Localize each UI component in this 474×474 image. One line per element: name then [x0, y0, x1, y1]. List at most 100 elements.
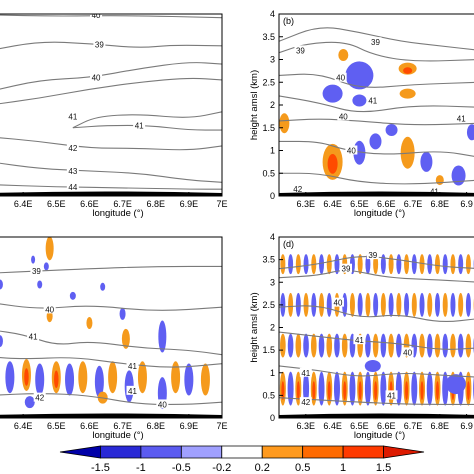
anomaly-cell — [388, 333, 394, 358]
contour-label: 41 — [29, 333, 38, 342]
contour-label: 39 — [371, 38, 380, 47]
contour-line — [0, 77, 222, 105]
anomaly-cell — [326, 292, 332, 317]
anomaly-cell — [411, 292, 417, 317]
contour-label: 40 — [92, 74, 101, 83]
contour-label-bg — [294, 45, 307, 55]
anomaly-cell — [419, 333, 425, 358]
contour-label: 39 — [342, 265, 351, 274]
anomaly-cell — [45, 237, 54, 261]
y-tick-label-d: 2.5 — [262, 300, 275, 310]
contour-label-bg — [340, 263, 352, 273]
contour-label-bg — [66, 181, 79, 191]
anomaly-cell — [442, 292, 448, 317]
contour-line — [279, 95, 474, 113]
anomaly-cell — [303, 371, 310, 406]
y-tick-label-b: 1.5 — [262, 123, 275, 133]
colorbar-segment — [302, 445, 344, 459]
contour-label-bg — [66, 143, 79, 153]
contour-label-bg — [455, 113, 468, 123]
contour-label: 42 — [68, 144, 77, 153]
contour-label: 41 — [301, 369, 310, 378]
x-tick-label-d: 6.3E — [297, 421, 316, 431]
contour-label-bg — [385, 390, 398, 400]
anomaly-cell — [352, 94, 367, 107]
anomaly-cell — [385, 124, 398, 137]
x-tick-label-c: 6.6E — [80, 421, 99, 431]
anomaly-cell-core — [281, 381, 285, 400]
contour-line — [0, 41, 222, 50]
anomaly-cell — [373, 292, 379, 317]
contour-line — [279, 397, 474, 405]
y-tick-label-d: 0 — [270, 413, 275, 423]
contour-label-bg — [133, 120, 146, 130]
x-tick-label-b: 6.9 — [460, 199, 473, 209]
anomaly-cell — [326, 254, 332, 275]
plot-area-d: 39 39 40 41 40 41 42 41 — [279, 250, 474, 407]
contour-line — [0, 357, 222, 368]
contour-label: 42 — [35, 394, 44, 403]
contour-label: 40 — [336, 74, 345, 83]
x-tick-label-b: 6.5E — [350, 199, 369, 209]
anomaly-cell — [137, 361, 147, 394]
contour-label: 40 — [45, 305, 54, 314]
colorbar-segment — [261, 445, 304, 459]
contour-label-bg — [30, 265, 43, 275]
y-tick-label-d: 1 — [270, 368, 275, 378]
contour-label: 41 — [355, 336, 364, 345]
anomaly-cell — [357, 292, 363, 317]
anomaly-cell — [380, 333, 387, 358]
colorbar-segment — [383, 445, 425, 459]
x-tick-label-a: 7E — [216, 199, 227, 209]
anomaly-cell — [442, 333, 449, 358]
anomaly-cell — [333, 371, 340, 406]
contour-label-bg — [27, 331, 40, 341]
contour-label: 42 — [293, 185, 302, 194]
x-tick-label-d: 6.9 — [460, 421, 473, 431]
anomaly-cell — [434, 333, 441, 358]
anomaly-cell — [458, 254, 464, 275]
anomaly-cell — [24, 396, 35, 409]
contour-label-bg — [43, 304, 56, 314]
anomaly-cell — [395, 371, 402, 406]
anomaly-cell — [326, 333, 333, 358]
colorbar-tick-label: 1 — [340, 462, 346, 474]
anomaly-cell — [427, 292, 433, 317]
colorbar: -1.5 -1 -0.5 -0.2 0.2 0.5 1 1.5 — [59, 445, 425, 474]
anomaly-cell — [465, 292, 471, 317]
panel-a: 40 39 40 41 41 42 43 44 6.4E 6.5E 6.6E 6.7E 6.8E 6.9E… — [0, 13, 228, 219]
anomaly-cell — [37, 280, 43, 289]
anomaly-cell — [94, 365, 104, 398]
contour-label: 41 — [68, 112, 77, 121]
anomaly-cell — [310, 333, 317, 358]
anomaly-cell — [322, 84, 343, 103]
colorbar-tick-label: 0.5 — [295, 462, 310, 474]
anomaly-cell — [435, 175, 444, 186]
contour-line — [0, 184, 222, 190]
anomaly-cell — [43, 262, 49, 271]
contour-line — [279, 305, 474, 323]
anomaly-cell — [78, 361, 88, 394]
y-tick-label-d: 1.5 — [262, 345, 275, 355]
contour-label-bg — [299, 397, 312, 407]
anomaly-cell — [158, 320, 167, 353]
anomaly-cell — [365, 292, 371, 317]
x-tick-label-d: 6.8E — [431, 421, 450, 431]
anomaly-cell — [311, 292, 317, 317]
panel-b: 3939404141404042416.3E6.4E6.5E6.6E6.7E6.… — [249, 9, 474, 219]
anomaly-cell — [334, 254, 340, 275]
anomaly-cell — [295, 333, 302, 358]
anomaly-cell — [86, 316, 93, 329]
contour-line — [0, 162, 222, 183]
anomaly-cell — [349, 292, 355, 317]
colorbar-segment — [342, 445, 384, 459]
contour-label: 41 — [457, 115, 466, 124]
anomaly-cell — [345, 61, 374, 90]
colorbar-tick-label: -1 — [136, 462, 146, 474]
contour-line — [279, 172, 474, 185]
anomaly-cell — [465, 254, 471, 275]
anomaly-cell — [5, 361, 15, 394]
y-tick-label-b: 2.5 — [262, 77, 275, 87]
